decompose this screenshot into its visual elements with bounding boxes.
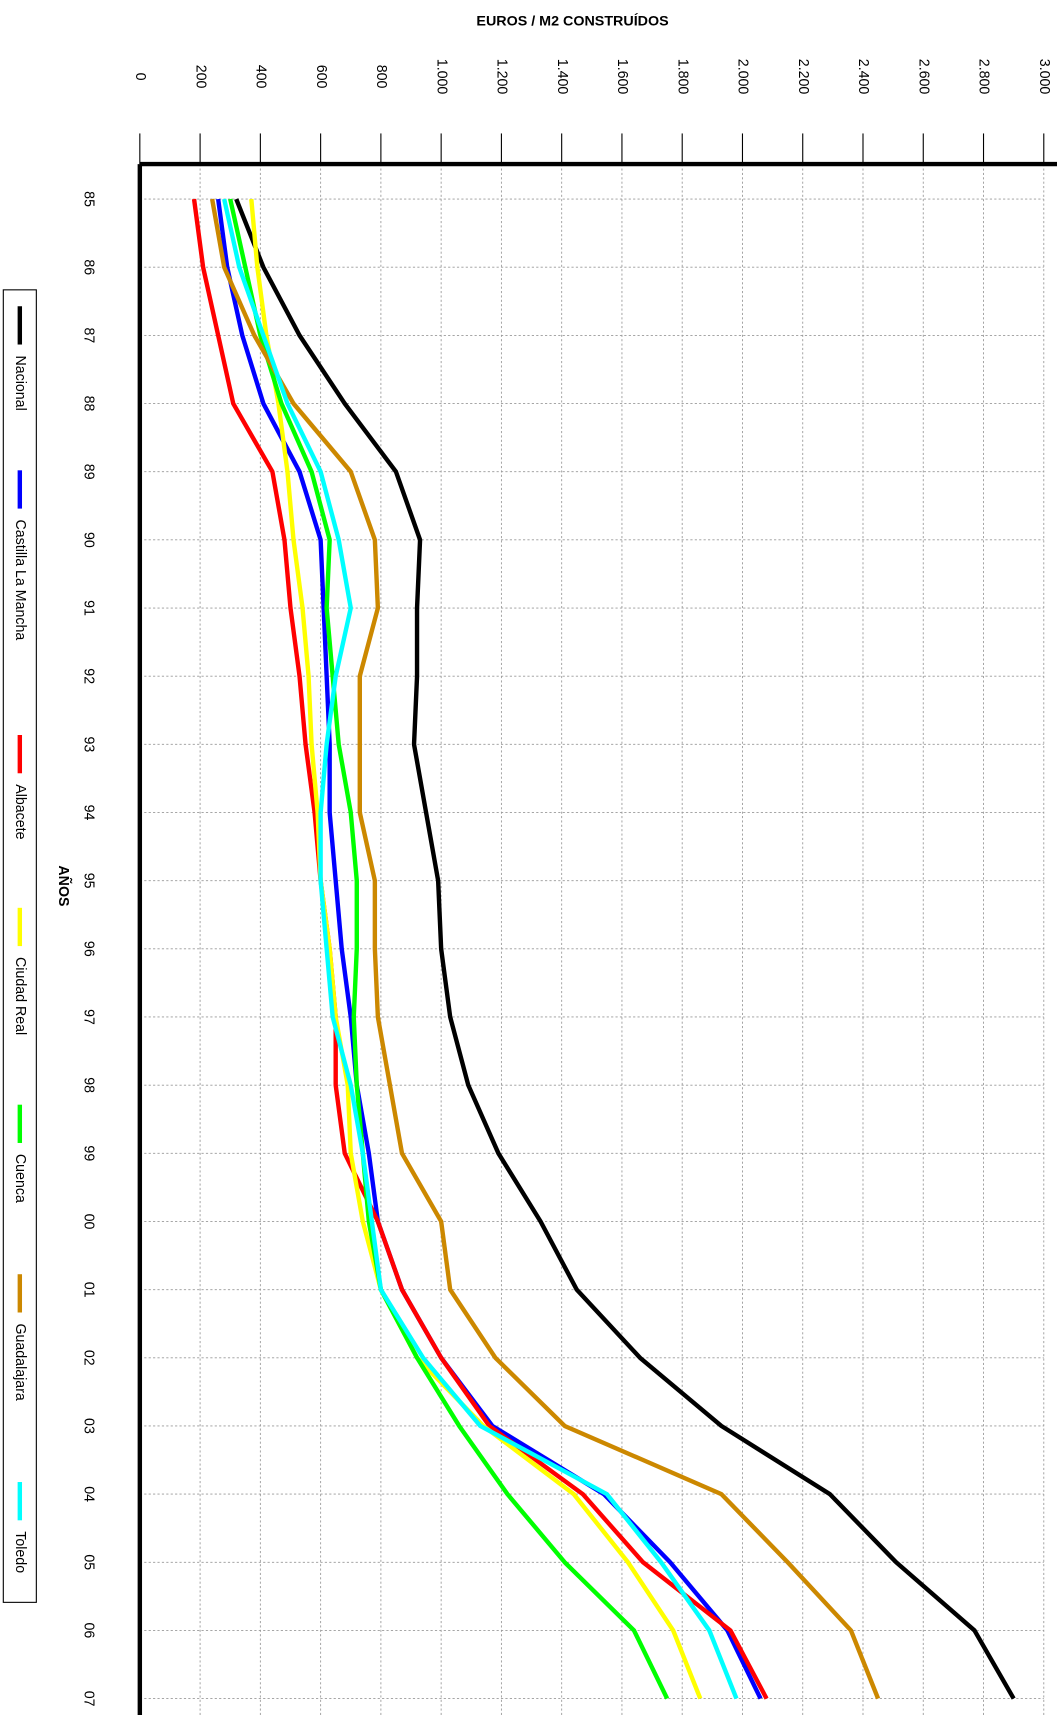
series-line — [209, 198, 881, 1700]
value-tick-label: 1.600 — [614, 59, 630, 95]
value-tick-label: 800 — [373, 65, 389, 89]
category-label: 06 — [80, 1623, 96, 1639]
category-label: 99 — [80, 1145, 96, 1161]
category-label: 93 — [80, 736, 96, 752]
chart-title: EUROS / M2 CONSTRUÍDOS — [476, 13, 668, 30]
value-tick-label: 3.000 — [1036, 59, 1052, 95]
value-tick-label: 1.200 — [494, 59, 510, 95]
category-label: 94 — [80, 805, 96, 821]
category-label: 00 — [80, 1214, 96, 1230]
legend-label: Nacional — [12, 355, 28, 410]
value-tick-label: 2.400 — [855, 59, 871, 95]
value-tick-label: 400 — [253, 65, 269, 89]
category-label: 03 — [80, 1418, 96, 1434]
value-tick-label: 0 — [132, 73, 148, 81]
value-tick-label: 200 — [192, 65, 208, 89]
legend-label: Toledo — [12, 1531, 28, 1573]
value-tick-label: 2.000 — [735, 59, 751, 95]
legend-label: Ciudad Real — [12, 957, 28, 1035]
value-tick-label: 600 — [313, 65, 329, 89]
category-label: 92 — [80, 668, 96, 684]
legend-label: Castilla La Mancha — [12, 520, 28, 641]
category-label: 90 — [80, 532, 96, 548]
value-tick-label: 2.600 — [915, 59, 931, 95]
series-line — [215, 198, 763, 1700]
legend-label: Cuenca — [12, 1154, 28, 1203]
category-label: 88 — [80, 396, 96, 412]
series-line — [228, 198, 670, 1700]
legend-label: Guadalajara — [12, 1323, 28, 1400]
category-label: 91 — [80, 600, 96, 616]
category-label: 85 — [80, 191, 96, 207]
value-tick-label: 1.400 — [554, 59, 570, 95]
legend-label: Albacete — [12, 784, 28, 839]
category-label: 89 — [80, 464, 96, 480]
category-label: 86 — [80, 259, 96, 275]
category-label: 98 — [80, 1077, 96, 1093]
category-label: 04 — [80, 1486, 96, 1502]
category-label: 87 — [80, 327, 96, 343]
series-line — [249, 198, 703, 1700]
category-label: 96 — [80, 941, 96, 957]
value-tick-label: 2.200 — [795, 59, 811, 95]
category-label: 02 — [80, 1350, 96, 1366]
category-label: 05 — [80, 1554, 96, 1570]
category-label: 01 — [80, 1282, 96, 1298]
category-label: 97 — [80, 1009, 96, 1025]
axis-title: AÑOS — [55, 865, 73, 906]
value-tick-label: 2.800 — [976, 59, 992, 95]
value-tick-label: 1.000 — [433, 59, 449, 95]
series-line — [234, 198, 1016, 1700]
category-label: 95 — [80, 873, 96, 889]
category-label: 07 — [80, 1691, 96, 1707]
value-tick-label: 1.800 — [674, 59, 690, 95]
series-line — [222, 198, 739, 1700]
